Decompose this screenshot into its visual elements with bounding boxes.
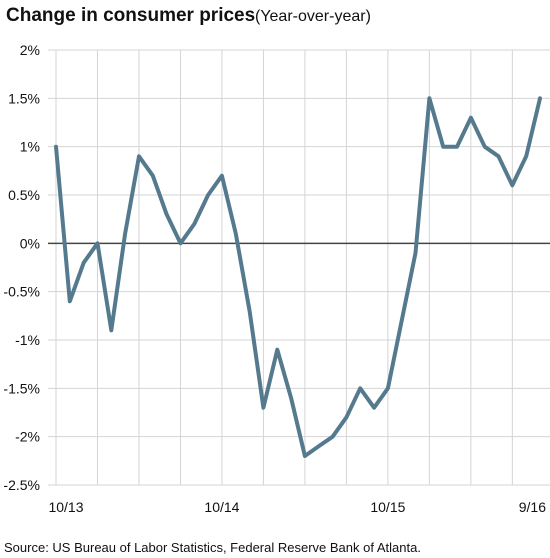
data-point (358, 386, 362, 390)
data-point (68, 299, 72, 303)
data-point (427, 96, 431, 100)
data-point (178, 241, 182, 245)
x-tick-label: 10/14 (204, 499, 239, 515)
y-tick-label: -2.5% (3, 477, 40, 493)
data-point (275, 348, 279, 352)
data-point (510, 183, 514, 187)
data-point (441, 145, 445, 149)
data-point (317, 444, 321, 448)
y-tick-label: -1% (15, 332, 40, 348)
data-point (234, 232, 238, 236)
data-point (82, 261, 86, 265)
data-point (54, 145, 58, 149)
x-tick-label: 10/15 (370, 499, 405, 515)
y-tick-label: 0.5% (8, 187, 40, 203)
data-point (483, 145, 487, 149)
data-point (220, 174, 224, 178)
data-point (469, 116, 473, 120)
data-point (524, 154, 528, 158)
data-point (248, 309, 252, 313)
series-line (54, 96, 542, 458)
y-tick-label: 2% (20, 42, 40, 58)
data-point (455, 145, 459, 149)
y-tick-label: -2% (15, 429, 40, 445)
x-tick-label: 9/16 (519, 499, 546, 515)
data-point (261, 406, 265, 410)
y-tick-label: -1.5% (3, 380, 40, 396)
chart-title: Change in consumer prices (6, 5, 255, 26)
y-tick-label: 1.5% (8, 90, 40, 106)
source-note: Source: US Bureau of Labor Statistics, F… (4, 540, 421, 555)
data-point (497, 154, 501, 158)
y-axis-tick-labels: 2% 1.5% 1% 0.5% 0% -0.5% -1% -1.5% -2% -2.5% (3, 42, 40, 493)
data-point (303, 454, 307, 458)
x-axis-tick-labels: 10/13 10/14 10/15 9/16 (48, 499, 546, 515)
data-point (165, 212, 169, 216)
data-point (386, 386, 390, 390)
data-point (344, 415, 348, 419)
chart-subtitle: (Year-over-year) (255, 8, 371, 25)
y-tick-label: 0% (20, 235, 40, 251)
grid-lines (48, 49, 550, 486)
y-tick-label: 1% (20, 139, 40, 155)
series-line-group (54, 96, 542, 458)
data-point (400, 319, 404, 323)
data-point (289, 396, 293, 400)
data-point (137, 154, 141, 158)
y-tick-label: -0.5% (3, 284, 40, 300)
data-point (414, 251, 418, 255)
data-point (95, 241, 99, 245)
x-tick-label: 10/13 (48, 499, 83, 515)
data-point (331, 435, 335, 439)
data-point (109, 328, 113, 332)
data-point (151, 174, 155, 178)
data-point (206, 193, 210, 197)
data-point (538, 96, 542, 100)
data-point (372, 406, 376, 410)
data-point (123, 232, 127, 236)
data-point (192, 222, 196, 226)
